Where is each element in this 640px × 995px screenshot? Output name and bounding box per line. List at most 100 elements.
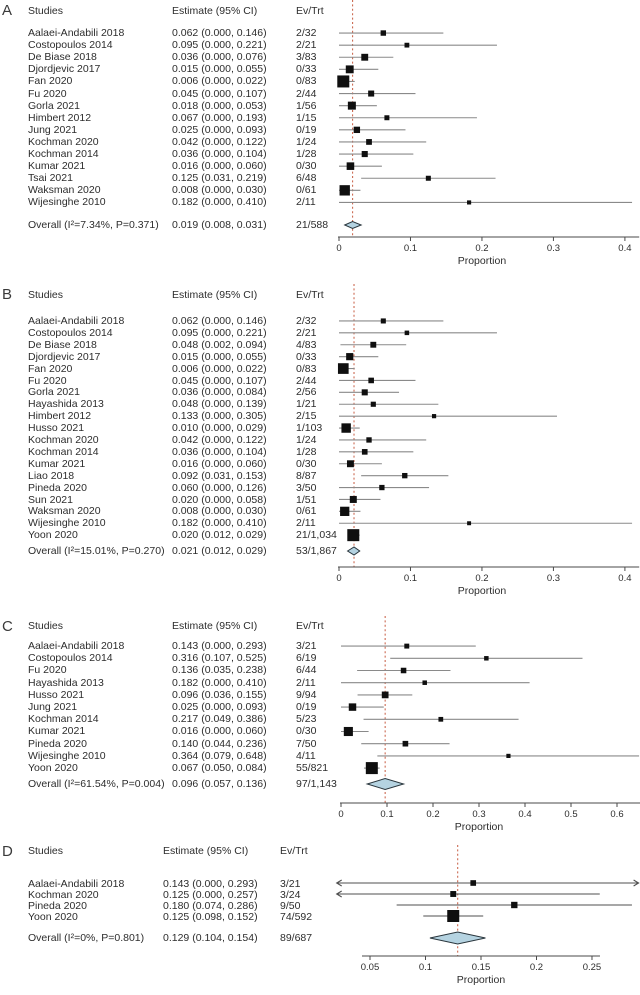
study-events-total: 0/33 bbox=[296, 350, 317, 363]
study-row: Pineda 2020 0.180 (0.074, 0.286) 9/50 bbox=[0, 900, 328, 912]
study-name: Aalaei-Andabili 2018 bbox=[28, 315, 125, 327]
point-estimate-marker bbox=[346, 353, 354, 361]
study-row: Jung 2021 0.025 (0.000, 0.093) 0/19 bbox=[0, 701, 328, 713]
ci-clip-arrow-right bbox=[633, 879, 640, 887]
column-header-evtrt: Ev/Trt bbox=[296, 5, 324, 17]
study-events-total: 2/56 bbox=[296, 386, 317, 399]
x-axis-title: Proportion bbox=[458, 255, 507, 267]
panel-letter-label: B bbox=[2, 286, 13, 303]
point-estimate-marker bbox=[370, 401, 376, 407]
point-estimate-marker bbox=[361, 389, 368, 396]
study-row: Pineda 2020 0.060 (0.000, 0.126) 3/50 bbox=[0, 482, 328, 494]
study-name: Wijesinghe 2010 bbox=[28, 517, 106, 530]
point-estimate-marker bbox=[361, 53, 369, 61]
study-estimate-ci: 0.036 (0.000, 0.084) bbox=[172, 386, 267, 399]
point-estimate-marker bbox=[341, 423, 351, 433]
study-events-total: 2/11 bbox=[296, 676, 316, 689]
study-events-total: 5/23 bbox=[296, 713, 317, 726]
point-estimate-marker bbox=[353, 126, 361, 134]
study-name: Husso 2021 bbox=[28, 688, 85, 701]
study-estimate-ci: 0.048 (0.002, 0.094) bbox=[172, 338, 267, 351]
overall-row: Overall (I²=7.34%, P=0.371) 0.019 (0.008,… bbox=[0, 219, 328, 231]
study-events-total: 1/24 bbox=[296, 135, 317, 148]
x-axis-tick-label: 0.25 bbox=[583, 962, 602, 973]
overall-diamond bbox=[365, 777, 406, 791]
study-estimate-ci: 0.016 (0.000, 0.060) bbox=[172, 725, 267, 738]
study-estimate-ci: 0.045 (0.000, 0.107) bbox=[172, 374, 267, 387]
point-estimate-marker bbox=[370, 341, 377, 348]
study-name: Himbert 2012 bbox=[28, 410, 92, 423]
study-row: Kochman 2020 0.042 (0.000, 0.122) 1/24 bbox=[0, 136, 328, 148]
study-events-total: 1/15 bbox=[296, 111, 317, 124]
overall-events-total: 21/588 bbox=[296, 219, 329, 231]
column-header-estimate: Estimate (95% CI) bbox=[172, 620, 258, 632]
study-events-total: 2/44 bbox=[296, 87, 317, 100]
study-estimate-ci: 0.067 (0.000, 0.193) bbox=[172, 111, 267, 124]
study-row: Fu 2020 0.045 (0.000, 0.107) 2/44 bbox=[0, 88, 328, 100]
study-events-total: 0/30 bbox=[296, 160, 317, 173]
study-row: Aalaei-Andabili 2018 0.143 (0.000, 0.293)… bbox=[0, 640, 328, 652]
study-estimate-ci: 0.015 (0.000, 0.055) bbox=[172, 63, 267, 76]
study-events-total: 2/15 bbox=[296, 410, 317, 423]
x-axis-tick-label: 0.1 bbox=[404, 573, 417, 584]
study-events-total: 1/28 bbox=[296, 445, 317, 458]
point-estimate-marker bbox=[346, 460, 354, 468]
study-events-total: 21/1,034 bbox=[296, 529, 337, 542]
forest-plot-d: 0.05 0.1 0.15 0.2 0.25 Proportion bbox=[335, 845, 640, 986]
study-row: Wijesinghe 2010 0.182 (0.000, 0.410) 2/11 bbox=[0, 196, 328, 208]
point-estimate-marker bbox=[366, 139, 372, 145]
x-axis-title: Proportion bbox=[455, 821, 504, 833]
column-header-studies: Studies bbox=[28, 845, 64, 857]
study-row: Aalaei-Andabili 2018 0.143 (0.000, 0.293)… bbox=[0, 877, 328, 890]
point-estimate-marker bbox=[365, 762, 378, 775]
study-events-total: 1/56 bbox=[296, 99, 317, 112]
study-name: Wijesinghe 2010 bbox=[28, 196, 106, 209]
x-axis-title: Proportion bbox=[457, 974, 506, 986]
study-estimate-ci: 0.136 (0.035, 0.238) bbox=[172, 664, 267, 677]
study-events-total: 6/19 bbox=[296, 652, 317, 665]
study-estimate-ci: 0.182 (0.000, 0.410) bbox=[172, 196, 267, 209]
overall-row: Overall (I²=61.54%, P=0.004) 0.096 (0.057… bbox=[0, 778, 337, 790]
study-name: Gorla 2021 bbox=[28, 99, 80, 112]
point-estimate-marker bbox=[422, 680, 427, 685]
study-events-total: 1/51 bbox=[296, 493, 317, 506]
study-row: Gorla 2021 0.036 (0.000, 0.084) 2/56 bbox=[0, 386, 328, 398]
study-name: Costopoulos 2014 bbox=[28, 39, 113, 52]
overall-events-total: 97/1,143 bbox=[296, 778, 337, 790]
study-estimate-ci: 0.008 (0.000, 0.030) bbox=[172, 184, 267, 197]
point-estimate-marker bbox=[340, 506, 350, 516]
study-name: Fan 2020 bbox=[28, 362, 73, 375]
panel-letter-label: A bbox=[2, 2, 13, 19]
study-row: Kumar 2021 0.016 (0.000, 0.060) 0/30 bbox=[0, 160, 328, 172]
study-estimate-ci: 0.067 (0.050, 0.084) bbox=[172, 762, 267, 774]
table-header-row: Studies Estimate (95% CI) Ev/Trt bbox=[0, 845, 328, 857]
study-estimate-ci: 0.036 (0.000, 0.104) bbox=[172, 445, 267, 458]
study-events-total: 0/83 bbox=[296, 75, 317, 88]
x-axis-tick-label: 0.1 bbox=[380, 809, 393, 820]
table-header-row: Studies Estimate (95% CI) Ev/Trt bbox=[0, 289, 328, 301]
x-axis-tick-label: 0 bbox=[336, 243, 341, 254]
study-estimate-ci: 0.182 (0.000, 0.410) bbox=[172, 517, 267, 530]
study-name: Tsai 2021 bbox=[28, 172, 73, 185]
study-name: Waksman 2020 bbox=[28, 505, 101, 518]
study-name: Fu 2020 bbox=[28, 664, 67, 677]
x-axis-tick-label: 0.1 bbox=[404, 243, 417, 254]
study-events-total: 1/103 bbox=[296, 422, 323, 435]
study-estimate-ci: 0.143 (0.000, 0.293) bbox=[172, 640, 267, 652]
column-header-studies: Studies bbox=[28, 289, 64, 301]
study-estimate-ci: 0.143 (0.000, 0.293) bbox=[163, 877, 258, 890]
study-row: Tsai 2021 0.125 (0.031, 0.219) 6/48 bbox=[0, 172, 328, 184]
panel-letter-label: D bbox=[2, 843, 13, 860]
overall-estimate-ci: 0.019 (0.008, 0.031) bbox=[172, 219, 267, 231]
point-estimate-marker bbox=[347, 101, 356, 110]
study-estimate-ci: 0.140 (0.044, 0.236) bbox=[172, 737, 267, 750]
study-estimate-ci: 0.045 (0.000, 0.107) bbox=[172, 87, 267, 100]
point-estimate-marker bbox=[380, 30, 387, 36]
study-estimate-ci: 0.062 (0.000, 0.146) bbox=[172, 315, 267, 327]
study-name: Djordjevic 2017 bbox=[28, 350, 101, 363]
study-row: Jung 2021 0.025 (0.000, 0.093) 0/19 bbox=[0, 124, 328, 136]
x-axis-tick-label: 0.2 bbox=[426, 809, 439, 820]
study-events-total: 74/592 bbox=[280, 910, 313, 923]
panel-a: A Studies Estimate (95% CI) Ev/Trt Aalaei-An… bbox=[0, 0, 640, 278]
study-row: Husso 2021 0.096 (0.036, 0.155) 9/94 bbox=[0, 689, 328, 701]
